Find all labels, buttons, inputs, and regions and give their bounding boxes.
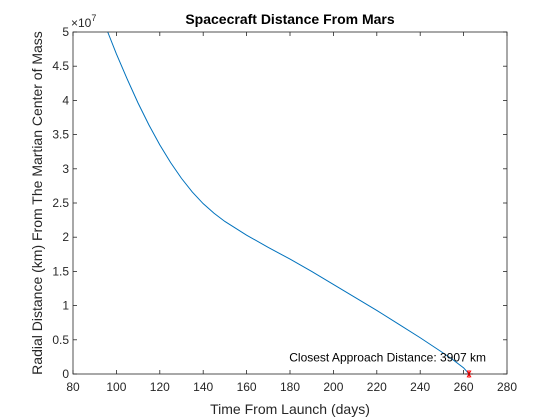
y-axis-exponent-power: 7 — [91, 13, 96, 23]
chart-title: Spacecraft Distance From Mars — [185, 11, 395, 27]
y-axis-exponent-base: ×10 — [71, 16, 92, 30]
y-tick-label: 4.5 — [52, 59, 69, 73]
closest-approach-annotation: Closest Approach Distance: 3907 km — [289, 351, 486, 365]
y-tick-label: 1.5 — [52, 264, 69, 278]
x-tick-label: 240 — [410, 380, 430, 394]
x-tick-label: 100 — [106, 380, 126, 394]
axes-box — [72, 31, 508, 375]
y-tick-label: 2 — [62, 230, 69, 244]
y-axis-label: Radial Distance (km) From The Martian Ce… — [29, 31, 45, 375]
y-tick-label: 0 — [62, 367, 69, 381]
x-tick-label: 280 — [497, 380, 517, 394]
x-tick-label: 180 — [280, 380, 300, 394]
y-tick-label: 2.5 — [52, 196, 69, 210]
y-tick-label: 3 — [62, 162, 69, 176]
y-axis-exponent: ×107 — [71, 13, 96, 30]
y-axis-ticks: 0 0.5 1 1.5 2 2.5 3 3.5 4 4.5 5 — [52, 25, 507, 381]
x-tick-label: 160 — [237, 380, 257, 394]
y-tick-label: 4 — [62, 93, 69, 107]
y-tick-label: 1 — [62, 299, 69, 313]
x-tick-label: 120 — [150, 380, 170, 394]
plot-area — [73, 32, 507, 374]
distance-series-line — [107, 31, 470, 375]
y-tick-label: 3.5 — [52, 128, 69, 142]
x-axis-label: Time From Launch (days) — [210, 401, 370, 417]
x-axis-ticks: 80 100 120 140 160 180 200 220 240 260 280 — [66, 32, 517, 394]
y-tick-label: 5 — [62, 25, 69, 39]
x-tick-label: 140 — [193, 380, 213, 394]
x-tick-label: 80 — [66, 380, 80, 394]
x-tick-label: 220 — [367, 380, 387, 394]
y-tick-label: 0.5 — [52, 333, 69, 347]
x-tick-label: 260 — [454, 380, 474, 394]
x-tick-label: 200 — [323, 380, 343, 394]
